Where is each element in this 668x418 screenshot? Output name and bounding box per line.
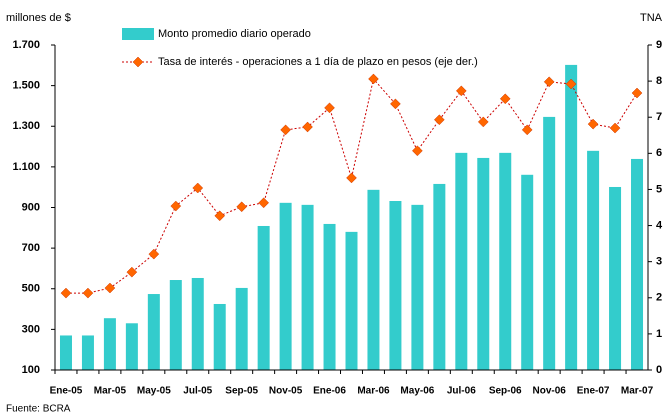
bar bbox=[81, 335, 94, 370]
x-tick-label: Ene-07 bbox=[577, 386, 610, 397]
legend-label: Monto promedio diario operado bbox=[158, 28, 311, 40]
y2-tick-label: 9 bbox=[656, 39, 662, 51]
y2-tick-label: 3 bbox=[656, 256, 662, 268]
marker bbox=[521, 124, 533, 136]
x-tick-label: May-05 bbox=[137, 386, 171, 397]
y-tick-label: 300 bbox=[22, 323, 40, 335]
marker bbox=[302, 121, 313, 133]
bar bbox=[191, 277, 204, 370]
y2-tick-label: 7 bbox=[656, 111, 662, 123]
bar bbox=[543, 116, 556, 370]
bar bbox=[433, 183, 446, 370]
marker bbox=[258, 197, 270, 209]
marker bbox=[609, 122, 621, 134]
legend-label: Tasa de interés - operaciones a 1 día de… bbox=[158, 56, 478, 68]
bar bbox=[565, 64, 578, 370]
y-tick-label: 1.300 bbox=[12, 120, 40, 132]
marker bbox=[631, 87, 643, 99]
legend-swatch bbox=[132, 56, 144, 68]
marker bbox=[148, 248, 160, 260]
x-tick-label: Jul-05 bbox=[183, 386, 212, 397]
marker bbox=[280, 124, 291, 136]
bar bbox=[367, 189, 380, 370]
marker bbox=[214, 210, 226, 222]
marker bbox=[543, 76, 555, 88]
marker bbox=[499, 93, 511, 105]
y-axis-label: millones de $ bbox=[6, 12, 71, 24]
y2-tick-label: 1 bbox=[656, 328, 662, 340]
bar bbox=[499, 152, 512, 370]
bar bbox=[59, 335, 72, 370]
y2-tick-label: 4 bbox=[656, 219, 663, 231]
bar bbox=[301, 204, 314, 370]
bar bbox=[521, 174, 534, 370]
y2-tick-label: 8 bbox=[656, 75, 662, 87]
bar bbox=[389, 201, 402, 370]
marker bbox=[565, 78, 577, 90]
bar bbox=[345, 231, 358, 370]
marker bbox=[126, 266, 138, 278]
bar bbox=[103, 318, 116, 370]
marker bbox=[324, 102, 335, 114]
marker bbox=[60, 287, 72, 299]
x-tick-label: Sep-05 bbox=[225, 386, 258, 397]
x-tick-label: Mar-06 bbox=[357, 386, 390, 397]
marker bbox=[368, 73, 379, 85]
y2-tick-label: 5 bbox=[656, 183, 662, 195]
marker bbox=[104, 282, 116, 294]
y2-tick-label: 2 bbox=[656, 292, 662, 304]
y-tick-label: 100 bbox=[22, 364, 40, 376]
x-tick-label: Nov-05 bbox=[269, 386, 303, 397]
bar bbox=[587, 150, 600, 370]
marker bbox=[236, 201, 248, 213]
y-tick-label: 500 bbox=[22, 283, 40, 295]
marker bbox=[390, 98, 401, 110]
y-tick-label: 1.700 bbox=[12, 39, 40, 51]
x-tick-label: Nov-06 bbox=[532, 386, 566, 397]
marker bbox=[346, 172, 357, 184]
bar bbox=[411, 204, 424, 370]
marker bbox=[192, 182, 204, 194]
bar bbox=[125, 323, 138, 370]
marker bbox=[82, 287, 94, 299]
bar bbox=[147, 294, 160, 370]
bar bbox=[477, 157, 490, 370]
y-tick-label: 1.500 bbox=[12, 80, 40, 92]
bar bbox=[455, 152, 468, 370]
x-tick-label: Ene-05 bbox=[50, 386, 83, 397]
x-tick-label: Ene-06 bbox=[313, 386, 346, 397]
marker bbox=[433, 114, 445, 126]
marker bbox=[170, 200, 182, 212]
y-tick-label: 900 bbox=[22, 201, 40, 213]
marker bbox=[587, 118, 599, 130]
x-tick-label: Mar-05 bbox=[94, 386, 127, 397]
y-tick-label: 1.100 bbox=[12, 161, 40, 173]
marker bbox=[412, 145, 423, 157]
bar bbox=[169, 280, 182, 370]
bar bbox=[609, 186, 622, 370]
source: Fuente: BCRA bbox=[6, 404, 71, 415]
x-tick-label: Mar-07 bbox=[621, 386, 654, 397]
marker bbox=[455, 85, 467, 97]
bar bbox=[235, 287, 248, 370]
legend-swatch bbox=[122, 28, 154, 40]
bar bbox=[213, 303, 226, 370]
bar bbox=[323, 223, 336, 370]
marker bbox=[477, 116, 489, 128]
y-tick-label: 700 bbox=[22, 242, 40, 254]
bar bbox=[279, 202, 292, 370]
y2-tick-label: 6 bbox=[656, 147, 662, 159]
x-tick-label: Jul-06 bbox=[447, 386, 476, 397]
bar bbox=[257, 225, 270, 370]
y2-axis-label: TNA bbox=[640, 12, 663, 24]
bar bbox=[631, 158, 644, 370]
x-tick-label: Sep-06 bbox=[489, 386, 522, 397]
y2-tick-label: 0 bbox=[656, 364, 662, 376]
line bbox=[65, 77, 638, 294]
x-tick-label: May-06 bbox=[400, 386, 434, 397]
